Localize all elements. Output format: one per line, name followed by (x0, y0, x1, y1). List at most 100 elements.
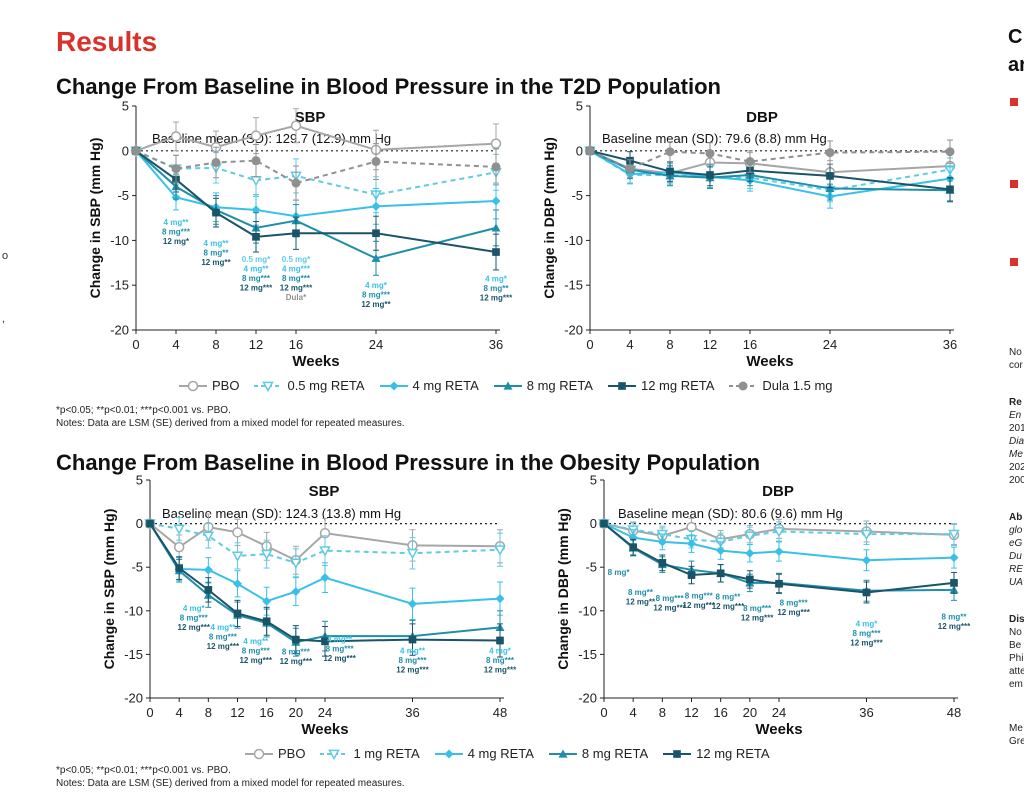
data-point (321, 637, 329, 646)
data-point (716, 546, 726, 556)
legend-symbol-icon (663, 749, 692, 758)
legend-symbol-icon (607, 381, 636, 390)
cut-off-text-fragment: Be (1009, 640, 1022, 651)
legend-label: PBO (212, 378, 240, 393)
series-12-mg-reta (146, 519, 504, 658)
y-tick-label: -20 (564, 323, 583, 338)
significance-label: 8 mg*** (209, 632, 238, 641)
significance-label: 8 mg*** (242, 274, 271, 283)
data-point (945, 147, 955, 157)
data-point (319, 546, 331, 557)
data-point (175, 564, 183, 572)
series-line (589, 149, 951, 175)
x-tick-label: 8 (212, 337, 219, 352)
significance-label: 8 mg*** (180, 613, 209, 622)
cut-off-text-fragment: Me (1009, 449, 1023, 460)
x-tick-label: 24 (318, 705, 332, 720)
data-point (232, 527, 243, 538)
significance-label: 4 mg* (485, 275, 508, 284)
footnote-significance-1: *p<0.05; **p<0.01; ***p<0.001 vs. PBO. (56, 405, 231, 416)
significance-label: 8 mg*** (242, 646, 271, 655)
significance-label: 4 mg* (365, 281, 388, 290)
results-heading: Results (56, 26, 158, 57)
significance-label: 12 mg*** (741, 613, 774, 622)
data-point (170, 131, 182, 142)
legend-marker (738, 381, 748, 390)
series-12-mg-reta (132, 146, 500, 271)
series-8-mg-reta (131, 146, 501, 276)
legend-symbol-icon (729, 381, 758, 390)
significance-label: 4 mg*** (282, 264, 311, 273)
x-tick-label: 8 (659, 705, 666, 720)
data-point (706, 171, 714, 179)
significance-label: 12 mg*** (396, 666, 429, 675)
legend-marker (187, 380, 199, 391)
cut-off-text-fragment: Ab (1009, 512, 1023, 523)
x-axis-label: Weeks (292, 353, 339, 370)
y-tick-label: -5 (131, 560, 143, 575)
series-dula-1-5-mg (585, 139, 955, 179)
legend-marker (389, 381, 399, 390)
significance-label: 12 mg*** (178, 623, 211, 632)
legend-symbol-icon (179, 380, 207, 391)
significance-label: 4 mg** (204, 239, 230, 248)
data-point (290, 558, 302, 569)
charts-layer: SBP Baseline mean (SD): 129.7 (12.9) mm H… (87, 99, 971, 739)
data-point (773, 527, 785, 538)
significance-label: 8 mg*** (326, 645, 355, 654)
legend-label: 12 mg RETA (696, 746, 770, 761)
data-point (212, 208, 220, 217)
data-point (629, 543, 637, 551)
legend-marker (444, 749, 454, 758)
footnote-notes-2: Notes: Data are LSM (SE) derived from a … (56, 778, 405, 789)
significance-label: 12 mg*** (653, 604, 686, 613)
data-point (687, 571, 696, 579)
data-point (406, 548, 419, 560)
y-tick-label: -10 (110, 233, 129, 248)
significance-label: 12 mg*** (280, 657, 313, 666)
data-point (146, 519, 154, 528)
x-tick-label: 0 (586, 337, 593, 352)
significance-label: 4 mg* (489, 647, 512, 656)
y-tick-label: -5 (585, 560, 597, 575)
y-tick-label: 5 (576, 99, 583, 114)
y-axis-label: Change in SBP (mm Hg) (87, 138, 103, 299)
data-point (371, 201, 381, 211)
cut-off-text-fragment: Re (1009, 397, 1022, 408)
y-tick-label: -10 (578, 603, 597, 618)
legend-item: 8 mg RETA (493, 378, 593, 393)
x-axis-label: Weeks (755, 721, 802, 738)
legend-label: 0.5 mg RETA (287, 378, 365, 393)
data-point (260, 549, 273, 561)
data-point (251, 156, 261, 166)
significance-label: 8 mg* (608, 568, 631, 577)
chart-baseline-text: Baseline mean (SD): 80.6 (9.6) mm Hg (618, 506, 843, 521)
significance-label: 4 mg* (856, 619, 879, 628)
x-tick-label: 16 (713, 705, 727, 720)
right-heading-line-1: C (1008, 26, 1023, 48)
data-point (716, 569, 725, 578)
data-point (949, 553, 959, 563)
legend-symbol-icon (320, 749, 349, 760)
cut-off-text-fragment: Gre (1009, 736, 1024, 747)
data-point (290, 120, 302, 131)
chart-baseline-text: Baseline mean (SD): 124.3 (13.8) mm Hg (162, 506, 401, 521)
x-tick-label: 4 (630, 705, 637, 720)
data-point (292, 229, 300, 238)
y-tick-label: -5 (571, 188, 583, 203)
significance-label: 12 mg*** (850, 638, 883, 647)
data-point (371, 253, 381, 262)
legend-item: Dula 1.5 mg (728, 378, 833, 393)
x-tick-label: 12 (249, 337, 263, 352)
data-point (600, 519, 608, 528)
x-tick-label: 16 (743, 337, 757, 352)
data-point (494, 545, 506, 556)
y-axis-label: Change in SBP (mm Hg) (101, 509, 117, 670)
significance-label: 8 mg*** (743, 604, 772, 613)
data-point (825, 148, 835, 158)
data-point (585, 146, 595, 156)
significance-label: 12 mg*** (683, 601, 716, 610)
data-point (408, 635, 417, 644)
significance-label: 4 mg** (244, 264, 270, 273)
significance-label: 4 mg** (164, 218, 190, 227)
